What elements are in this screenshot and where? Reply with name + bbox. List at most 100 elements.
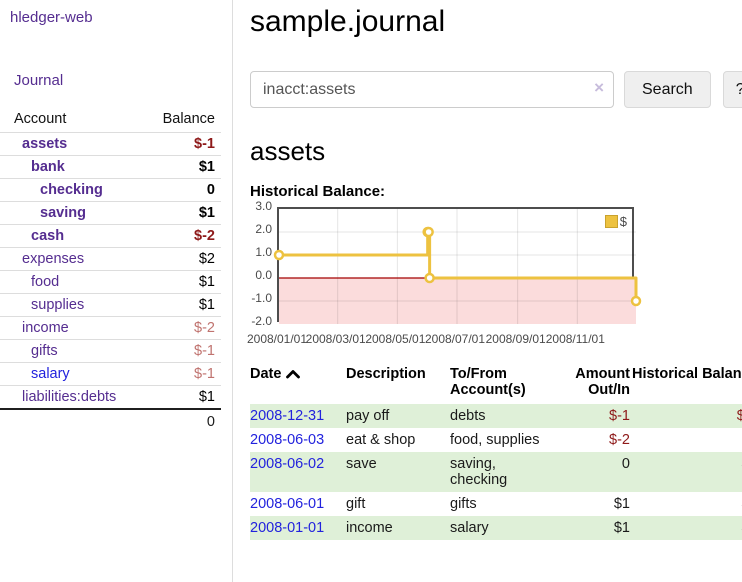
transaction-date-link[interactable]: 2008-01-01: [250, 520, 325, 536]
x-axis-tick-label: 2008/03/01: [305, 332, 366, 346]
account-balance-cell: $2: [149, 247, 221, 271]
account-link[interactable]: cash: [31, 228, 65, 244]
transaction-date-cell: 2008-06-03: [250, 428, 346, 452]
account-row: saving $1: [0, 201, 221, 225]
account-name-cell: expenses: [0, 247, 150, 271]
account-name-cell: income: [0, 316, 150, 340]
transaction-row: 2008-01-01 income salary $1 $1: [250, 516, 742, 540]
account-link[interactable]: gifts: [31, 343, 58, 359]
transaction-balance-cell: $2: [630, 492, 742, 516]
account-name-cell: checking: [0, 178, 150, 202]
transaction-balance-cell: 0: [630, 428, 742, 452]
account-link[interactable]: food: [31, 274, 60, 290]
chart-canvas: [273, 209, 642, 324]
account-heading: assets: [250, 136, 326, 166]
transaction-date-cell: 2008-01-01: [250, 516, 346, 540]
transaction-amount-cell: $-2: [609, 432, 630, 448]
register-table: Date Description To/From Account(s) Amou…: [250, 364, 742, 540]
x-axis-tick-label: 2008/11/01: [545, 332, 605, 346]
clear-search-icon[interactable]: ×: [594, 78, 604, 97]
account-balance-cell: $1: [149, 155, 221, 179]
transaction-balance-cell: $1: [630, 516, 742, 540]
account-balance-cell: 0: [149, 178, 221, 202]
transaction-amount-cell: $-1: [609, 408, 630, 424]
search-input[interactable]: [250, 71, 614, 108]
transaction-date-cell: 2008-12-31: [250, 404, 346, 428]
account-balance-cell: $-1: [149, 362, 221, 386]
account-link[interactable]: liabilities:debts: [22, 389, 117, 405]
account-row: income $-2: [0, 316, 221, 340]
account-name-cell: cash: [0, 224, 150, 248]
account-link[interactable]: assets: [22, 136, 68, 152]
account-row: salary $-1: [0, 362, 221, 386]
transaction-accounts-cell: gifts: [450, 496, 477, 512]
account-balance-cell: $1: [149, 293, 221, 317]
account-name-cell: bank: [0, 155, 150, 179]
account-link[interactable]: expenses: [22, 251, 85, 267]
historical-balance-chart: $ 3.0 2.0 1.0 0.0 -1.0 -2.0 2008/01/01 2008/03/…: [247, 199, 742, 352]
register-header-date[interactable]: Date: [250, 364, 346, 404]
account-balance-cell: $1: [149, 201, 221, 225]
app-title: hledger-web: [0, 0, 232, 26]
transaction-description-cell: save: [346, 456, 377, 472]
accounts-total-value: 0: [149, 408, 221, 434]
transaction-balance-cell: $2: [630, 452, 742, 492]
transaction-row: 2008-12-31 pay off debts $-1 $-1: [250, 404, 742, 428]
account-link[interactable]: supplies: [31, 297, 85, 313]
account-link[interactable]: bank: [31, 159, 65, 175]
accounts-table: Account Balance assets $-1 bank $1 check…: [0, 108, 221, 434]
search-bar: × Search ?: [250, 71, 742, 108]
app-title-link[interactable]: hledger-web: [10, 9, 93, 26]
account-link[interactable]: salary: [31, 366, 70, 382]
page-title: sample.journal: [250, 5, 446, 38]
account-name-cell: supplies: [0, 293, 150, 317]
y-axis-tick-label: 1.0: [255, 245, 272, 259]
transaction-date-link[interactable]: 2008-06-02: [250, 456, 325, 472]
account-balance-cell: $1: [149, 270, 221, 294]
register-header-accounts: To/From Account(s): [450, 366, 526, 398]
y-axis-tick-label: 3.0: [255, 199, 272, 213]
transaction-row: 2008-06-01 gift gifts $1 $2: [250, 492, 742, 516]
x-axis-tick-label: 2008/07/01: [424, 332, 486, 346]
transaction-amount-cell: $1: [613, 496, 630, 512]
transaction-date-link[interactable]: 2008-06-01: [250, 496, 325, 512]
sidebar-item-journal[interactable]: Journal: [14, 72, 64, 89]
accounts-header-account: Account: [0, 108, 150, 133]
transaction-accounts-cell: food, supplies: [450, 432, 540, 448]
account-link[interactable]: income: [22, 320, 69, 336]
transaction-description-cell: income: [346, 520, 393, 536]
transaction-date-cell: 2008-06-01: [250, 492, 346, 516]
search-button[interactable]: Search: [624, 71, 711, 108]
sidebar: hledger-web Journal Account Balance asse…: [0, 0, 233, 582]
account-name-cell: saving: [0, 201, 150, 225]
account-balance-cell: $-1: [149, 132, 221, 156]
transaction-row: 2008-06-03 eat & shop food, supplies $-2…: [250, 428, 742, 452]
account-balance-cell: $1: [149, 385, 221, 410]
chart-plot-area[interactable]: $: [273, 207, 642, 324]
help-button[interactable]: ?: [722, 71, 742, 108]
chart-heading: Historical Balance:: [250, 183, 386, 200]
account-row: cash $-2: [0, 224, 221, 248]
account-link[interactable]: saving: [40, 205, 86, 221]
account-name-cell: liabilities:debts: [0, 385, 150, 410]
transaction-description-cell: eat & shop: [346, 432, 416, 448]
transaction-date-link[interactable]: 2008-06-03: [250, 432, 325, 448]
accounts-header-balance: Balance: [149, 108, 221, 133]
transaction-description-cell: gift: [346, 496, 366, 512]
x-axis-tick-label: 2008/09/01: [485, 332, 546, 346]
account-link[interactable]: checking: [40, 182, 103, 198]
data-point-marker: [423, 226, 434, 238]
y-axis-tick-label: 0.0: [255, 268, 272, 282]
register-header-row: Date Description To/From Account(s) Amou…: [250, 364, 742, 404]
accounts-total-row: 0: [0, 408, 221, 434]
transaction-date-link[interactable]: 2008-12-31: [250, 408, 325, 424]
transaction-amount-cell: $1: [613, 520, 630, 536]
data-point-marker: [630, 295, 642, 307]
account-row: gifts $-1: [0, 339, 221, 363]
legend-label: $: [619, 214, 627, 229]
account-balance-cell: $-2: [149, 316, 221, 340]
x-axis-tick-label: 2008/05/01: [365, 332, 426, 346]
transaction-accounts-cell: debts: [450, 408, 486, 424]
main-content: sample.journal × Search ? assets Histori…: [233, 0, 742, 582]
